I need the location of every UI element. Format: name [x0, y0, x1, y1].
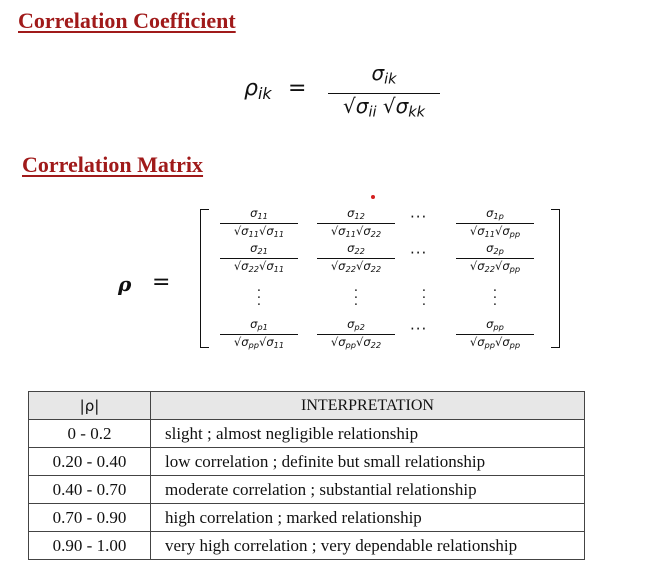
interpretation-cell: very high correlation ; very dependable …	[150, 531, 585, 560]
interpretation-cell: low correlation ; definite but small rel…	[150, 447, 585, 476]
red-dot-mark	[371, 195, 375, 199]
interpretation-table: |ρ| INTERPRETATION 0 - 0.2 slight ; almo…	[28, 391, 585, 560]
table-row: 0.20 - 0.40 low correlation ; definite b…	[28, 447, 585, 476]
table-header-row: |ρ| INTERPRETATION	[28, 391, 585, 420]
heading-correlation-matrix: Correlation Matrix	[22, 152, 204, 177]
range-cell: 0.20 - 0.40	[28, 447, 151, 476]
range-cell: 0.40 - 0.70	[28, 475, 151, 504]
heading-correlation-coefficient: Correlation Coefficient	[18, 8, 236, 33]
matrix-cell-1-2: σ12 √σ11√σ22	[311, 207, 401, 240]
interpretation-cell: high correlation ; marked relationship	[150, 503, 585, 532]
table-row: 0 - 0.2 slight ; almost negligible relat…	[28, 419, 585, 448]
matrix-hdots-2: ···	[410, 244, 428, 262]
matrix-equals-sign: =	[152, 270, 171, 295]
matrix-cell-1-1: σ11 √σ11√σ11	[214, 207, 304, 240]
range-cell: 0 - 0.2	[28, 419, 151, 448]
matrix-hdots-1: ···	[410, 208, 428, 226]
matrix-cell-2-1: σ21 √σ22√σ11	[214, 242, 304, 275]
table-row: 0.70 - 0.90 high correlation ; marked re…	[28, 503, 585, 532]
interpretation-cell: slight ; almost negligible relationship	[150, 419, 585, 448]
table-row: 0.90 - 1.00 very high correlation ; very…	[28, 531, 585, 560]
range-cell: 0.90 - 1.00	[28, 531, 151, 560]
matrix-rho-symbol: ρ	[118, 272, 132, 296]
matrix-cell-p-2: σp2 √σpp√σ22	[311, 318, 401, 351]
matrix-vdots-p: · · ·	[492, 284, 498, 313]
right-bracket	[551, 209, 560, 348]
matrix-vdots-3: · · ·	[421, 284, 427, 313]
matrix-vdots-1: · · ·	[256, 284, 262, 313]
matrix-cell-p-p: σpp √σpp√σpp	[450, 318, 540, 351]
matrix-cell-2-p: σ2p √σ22√σpp	[450, 242, 540, 275]
matrix-cell-p-1: σp1 √σpp√σ11	[214, 318, 304, 351]
header-abs-rho: |ρ|	[28, 391, 151, 420]
matrix-vdots-2: · · ·	[353, 284, 359, 313]
matrix-cell-1-p: σ1p √σ11√σpp	[450, 207, 540, 240]
range-cell: 0.70 - 0.90	[28, 503, 151, 532]
left-bracket	[200, 209, 209, 348]
header-interpretation: INTERPRETATION	[150, 391, 585, 420]
interpretation-cell: moderate correlation ; substantial relat…	[150, 475, 585, 504]
table-row: 0.40 - 0.70 moderate correlation ; subst…	[28, 475, 585, 504]
matrix-hdots-p: ···	[410, 320, 428, 338]
matrix-cell-2-2: σ22 √σ22√σ22	[311, 242, 401, 275]
